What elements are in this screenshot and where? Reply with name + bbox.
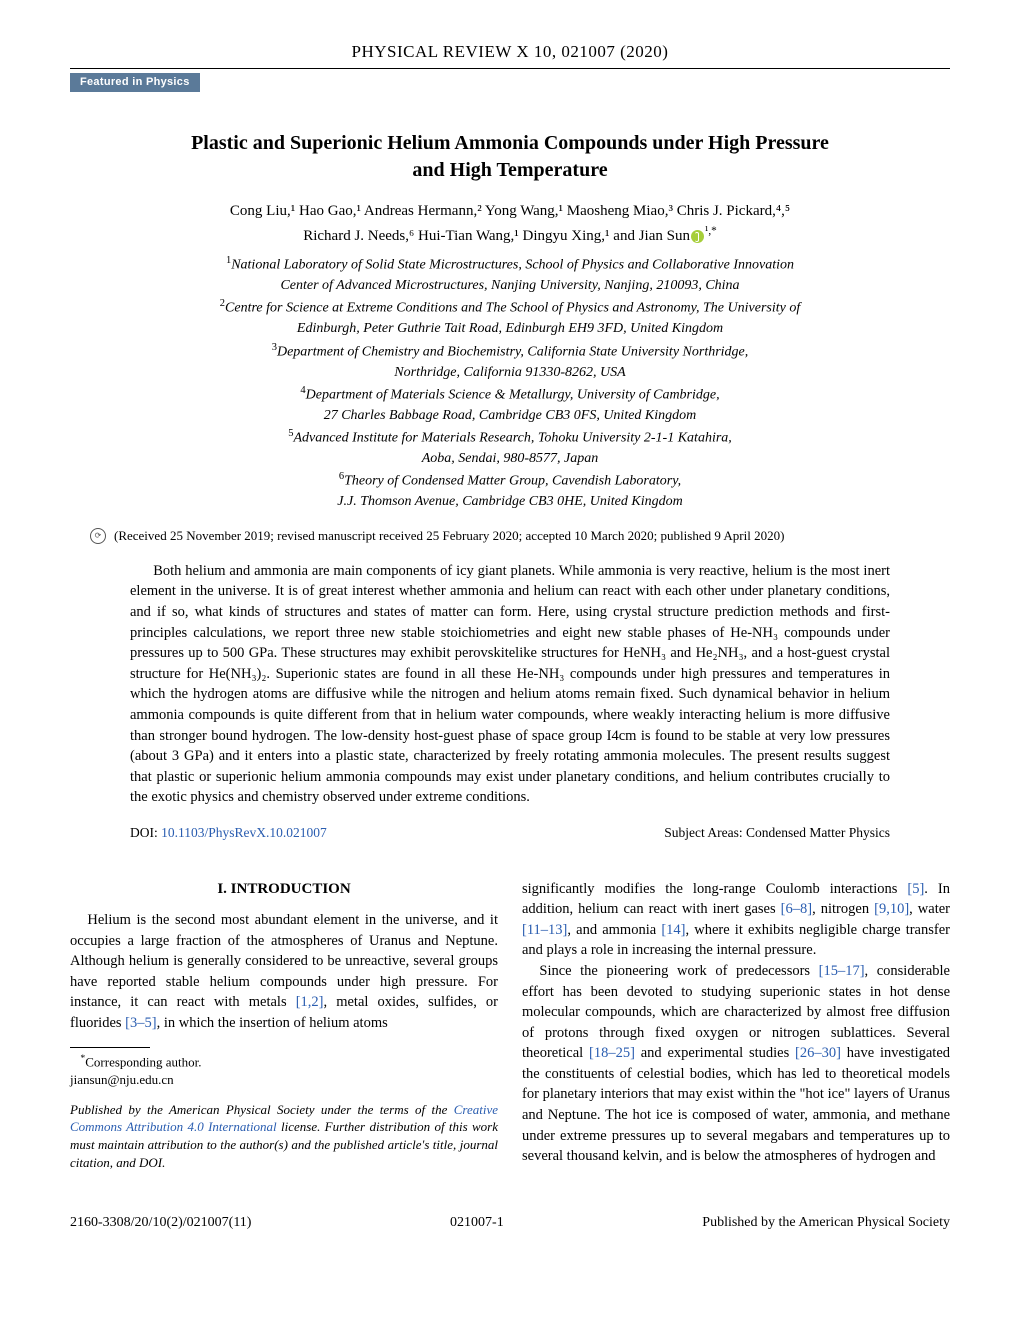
authors-line-2-suffix: ¹,* <box>705 225 717 237</box>
footer-center: 021007-1 <box>450 1213 504 1233</box>
body-text: Since the pioneering work of predecessor… <box>539 963 818 979</box>
citation-link[interactable]: [18–25] <box>589 1045 635 1061</box>
body-text: , in which the insertion of helium atoms <box>157 1015 388 1031</box>
affil-text: National Laboratory of Solid State Micro… <box>231 258 794 273</box>
doi: DOI: 10.1103/PhysRevX.10.021007 <box>130 824 327 843</box>
body-paragraph: significantly modifies the long-range Co… <box>522 879 950 961</box>
doi-link[interactable]: 10.1103/PhysRevX.10.021007 <box>161 825 327 840</box>
body-paragraph: Helium is the second most abundant eleme… <box>70 910 498 1033</box>
right-column: significantly modifies the long-range Co… <box>522 879 950 1171</box>
citation-link[interactable]: [5] <box>907 881 924 897</box>
affil-text: Northridge, California 91330-8262, USA <box>394 365 625 380</box>
body-text: and experimental studies <box>635 1045 795 1061</box>
body-text: have investigated the constituents of ce… <box>522 1045 950 1164</box>
body-text: , water <box>909 901 950 917</box>
citation-link[interactable]: [15–17] <box>819 963 865 979</box>
affil-text: Centre for Science at Extreme Conditions… <box>225 301 800 316</box>
title-line-2: and High Temperature <box>412 159 607 181</box>
updates-icon[interactable]: ⟳ <box>90 528 106 544</box>
affil-text: Department of Materials Science & Metall… <box>306 388 720 403</box>
body-paragraph: Since the pioneering work of predecessor… <box>522 961 950 1167</box>
abstract-text: Both helium and ammonia are main compone… <box>130 563 890 805</box>
citation-link[interactable]: [1,2] <box>296 994 324 1010</box>
footnote-rule <box>70 1047 150 1048</box>
license-note: Published by the American Physical Socie… <box>70 1101 498 1171</box>
left-column: I. INTRODUCTION Helium is the second mos… <box>70 879 498 1171</box>
authors-line-1: Cong Liu,¹ Hao Gao,¹ Andreas Hermann,² Y… <box>230 203 790 219</box>
citation-link[interactable]: [11–13] <box>522 922 567 938</box>
affil-text: 27 Charles Babbage Road, Cambridge CB3 0… <box>324 408 697 423</box>
affil-text: Aoba, Sendai, 980-8577, Japan <box>422 451 599 466</box>
journal-header: PHYSICAL REVIEW X 10, 021007 (2020) <box>70 40 950 68</box>
footnotes: *Corresponding author. jiansun@nju.edu.c… <box>70 1052 498 1088</box>
license-text-a: Published by the American Physical Socie… <box>70 1102 454 1117</box>
affil-text: Edinburgh, Peter Guthrie Tait Road, Edin… <box>297 321 723 336</box>
footer-right: Published by the American Physical Socie… <box>702 1213 950 1233</box>
header-rule <box>70 68 950 69</box>
authors-block: Cong Liu,¹ Hao Gao,¹ Andreas Hermann,² Y… <box>70 200 950 247</box>
affil-text: Center of Advanced Microstructures, Nanj… <box>280 278 739 293</box>
corresponding-label: Corresponding author. <box>85 1055 201 1070</box>
received-text: (Received 25 November 2019; revised manu… <box>114 527 784 545</box>
page-footer: 2160-3308/20/10(2)/021007(11) 021007-1 P… <box>70 1213 950 1233</box>
corresponding-email: jiansun@nju.edu.cn <box>70 1071 498 1089</box>
footer-left: 2160-3308/20/10(2)/021007(11) <box>70 1213 251 1233</box>
affil-text: J.J. Thomson Avenue, Cambridge CB3 0HE, … <box>337 494 682 509</box>
article-title: Plastic and Superionic Helium Ammonia Co… <box>70 130 950 184</box>
body-text: , and ammonia <box>567 922 661 938</box>
citation-link[interactable]: [26–30] <box>795 1045 841 1061</box>
body-text: significantly modifies the long-range Co… <box>522 881 907 897</box>
citation-link[interactable]: [14] <box>661 922 685 938</box>
body-text: , nitrogen <box>812 901 874 917</box>
abstract: Both helium and ammonia are main compone… <box>130 561 890 808</box>
citation-link[interactable]: [9,10] <box>874 901 909 917</box>
affil-text: Department of Chemistry and Biochemistry… <box>277 344 748 359</box>
subject-areas: Subject Areas: Condensed Matter Physics <box>664 824 890 843</box>
affil-text: Advanced Institute for Materials Researc… <box>293 431 731 446</box>
authors-line-2-prefix: Richard J. Needs,⁶ Hui-Tian Wang,¹ Dingy… <box>303 228 690 244</box>
section-heading: I. INTRODUCTION <box>70 879 498 900</box>
doi-label: DOI: <box>130 825 161 840</box>
citation-link[interactable]: [3–5] <box>125 1015 156 1031</box>
title-line-1: Plastic and Superionic Helium Ammonia Co… <box>191 132 829 154</box>
featured-badge: Featured in Physics <box>70 73 200 92</box>
affiliations-block: 1National Laboratory of Solid State Micr… <box>70 253 950 513</box>
citation-link[interactable]: [6–8] <box>781 901 812 917</box>
orcid-icon[interactable] <box>691 230 704 243</box>
affil-text: Theory of Condensed Matter Group, Cavend… <box>344 474 681 489</box>
